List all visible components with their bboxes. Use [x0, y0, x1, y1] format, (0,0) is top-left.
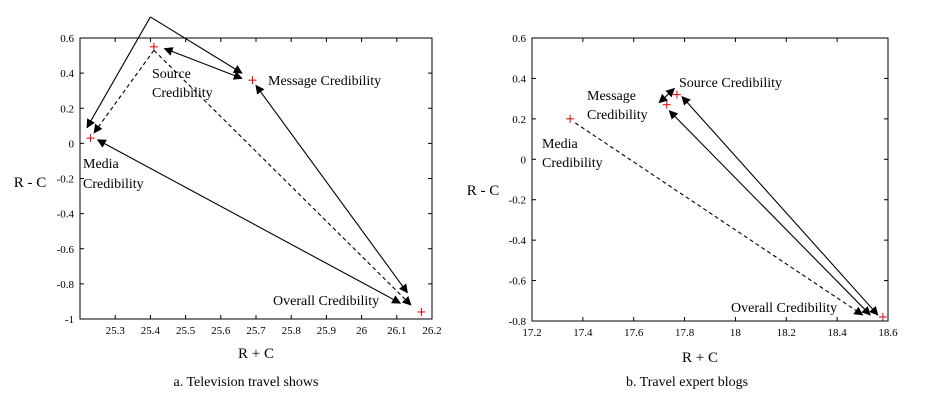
y-axis-label-b: R - C — [467, 183, 500, 199]
x-axis-label-a: R + C — [238, 346, 274, 362]
y-tick-label: 0.4 — [512, 73, 526, 85]
dashed-arrow — [93, 49, 155, 134]
x-tick-label: 17.6 — [624, 327, 644, 339]
point-annotation: Message — [587, 89, 636, 104]
solid-arrow — [658, 87, 676, 104]
y-tick-label: 0.2 — [60, 103, 74, 115]
solid-arrow — [668, 110, 871, 316]
point-annotation: Credibility — [83, 177, 144, 192]
y-tick-label: -0.8 — [57, 279, 75, 291]
y-tick-label: 0 — [69, 138, 75, 150]
x-tick-label: 25.5 — [176, 325, 196, 337]
data-point-marker — [566, 114, 575, 123]
caption-a: a. Television travel shows — [174, 375, 319, 390]
point-annotation: Credibility — [152, 86, 213, 101]
x-tick-label: 25.9 — [317, 325, 337, 337]
data-point-marker — [149, 42, 158, 51]
point-annotation: Credibility — [542, 156, 603, 171]
data-point-marker — [878, 312, 887, 321]
markers-a — [86, 42, 426, 316]
panel-a: 25.3 25.4 25.5 25.6 25.7 25.8 25.9 26 26.1 26.2 -… — [14, 16, 442, 390]
data-point-marker — [248, 76, 257, 85]
x-tick-label: 25.7 — [246, 325, 266, 337]
y-tick-label: -0.8 — [509, 316, 527, 328]
x-tick-label: 26.2 — [422, 325, 441, 337]
y-tick-label: 0.4 — [60, 68, 74, 80]
caption-b: b. Travel expert blogs — [626, 375, 748, 390]
y-tick-label: -0.6 — [509, 276, 527, 288]
x-ticks-a: 25.3 25.4 25.5 25.6 25.7 25.8 25.9 26 26.1 26.2 — [106, 38, 442, 337]
x-tick-label: 18.2 — [777, 327, 796, 339]
solid-arrow — [255, 84, 408, 294]
point-annotation: Credibility — [587, 108, 648, 123]
markers-b — [566, 90, 887, 321]
point-annotation: Overall Credibility — [731, 301, 837, 316]
panel-b: 17.2 17.4 17.6 17.8 18 18.2 18.4 18.6 -0.8-0.6-… — [467, 33, 898, 390]
x-tick-label: 26.1 — [387, 325, 406, 337]
data-point-marker — [662, 100, 671, 109]
y-tick-label: 0.6 — [60, 33, 74, 45]
point-annotation: Source Credibility — [679, 76, 782, 91]
x-tick-label: 17.4 — [573, 327, 593, 339]
point-annotation: Message Credibility — [268, 74, 381, 89]
data-point-marker — [417, 307, 426, 316]
y-tick-label: 0 — [521, 154, 527, 166]
point-annotation: Media — [83, 157, 120, 172]
x-tick-label: 17.8 — [675, 327, 695, 339]
point-annotation: Overall Credibility — [273, 294, 379, 309]
annotations-a: Source Credibility Message Credibility Medi… — [83, 67, 381, 309]
dashed-arrow — [153, 49, 412, 306]
y-tick-label: -1 — [65, 314, 74, 326]
x-axis-label-b: R + C — [682, 350, 718, 366]
annotations-b: Source Credibility Message Credibility Medi… — [542, 76, 837, 316]
y-tick-label: -0.6 — [57, 244, 75, 256]
x-tick-label: 18 — [730, 327, 742, 339]
arrows-b — [574, 87, 879, 316]
plot-frame-b — [531, 37, 889, 322]
y-tick-label: 0.2 — [512, 114, 526, 126]
x-tick-label: 25.3 — [106, 325, 126, 337]
solid-arrow — [163, 47, 243, 80]
x-tick-label: 25.6 — [211, 325, 231, 337]
solid-arrow — [96, 139, 402, 304]
y-tick-label: -0.2 — [509, 195, 526, 207]
y-axis-label-a: R - C — [14, 175, 47, 191]
y-ticks-b: -0.8 -0.6 -0.4 -0.2 0 0.2 0.4 0.6 — [509, 33, 888, 328]
x-tick-label: 26 — [356, 325, 368, 337]
x-tick-label: 18.4 — [828, 327, 848, 339]
solid-arrow — [86, 16, 151, 129]
point-annotation: Source — [152, 67, 191, 82]
x-tick-label: 25.4 — [141, 325, 161, 337]
point-annotation: Media — [542, 137, 579, 152]
data-point-marker — [86, 134, 95, 143]
y-tick-label: -0.4 — [509, 235, 527, 247]
y-tick-label: -0.4 — [57, 209, 75, 221]
x-tick-label: 17.2 — [522, 327, 541, 339]
x-tick-label: 25.8 — [282, 325, 302, 337]
dashed-arrow — [574, 122, 864, 316]
data-point-marker — [672, 90, 681, 99]
solid-arrow — [150, 16, 243, 74]
y-tick-label: 0.6 — [512, 33, 526, 45]
y-ticks-a: -1 -0.8 -0.6 -0.4 -0.2 0 0.2 0.4 0.6 — [57, 33, 432, 326]
x-tick-label: 18.6 — [878, 327, 898, 339]
arrows-a — [86, 16, 412, 306]
solid-arrow — [681, 95, 879, 316]
x-ticks-b: 17.2 17.4 17.6 17.8 18 18.2 18.4 18.6 — [522, 38, 898, 339]
y-tick-label: -0.2 — [57, 174, 74, 186]
